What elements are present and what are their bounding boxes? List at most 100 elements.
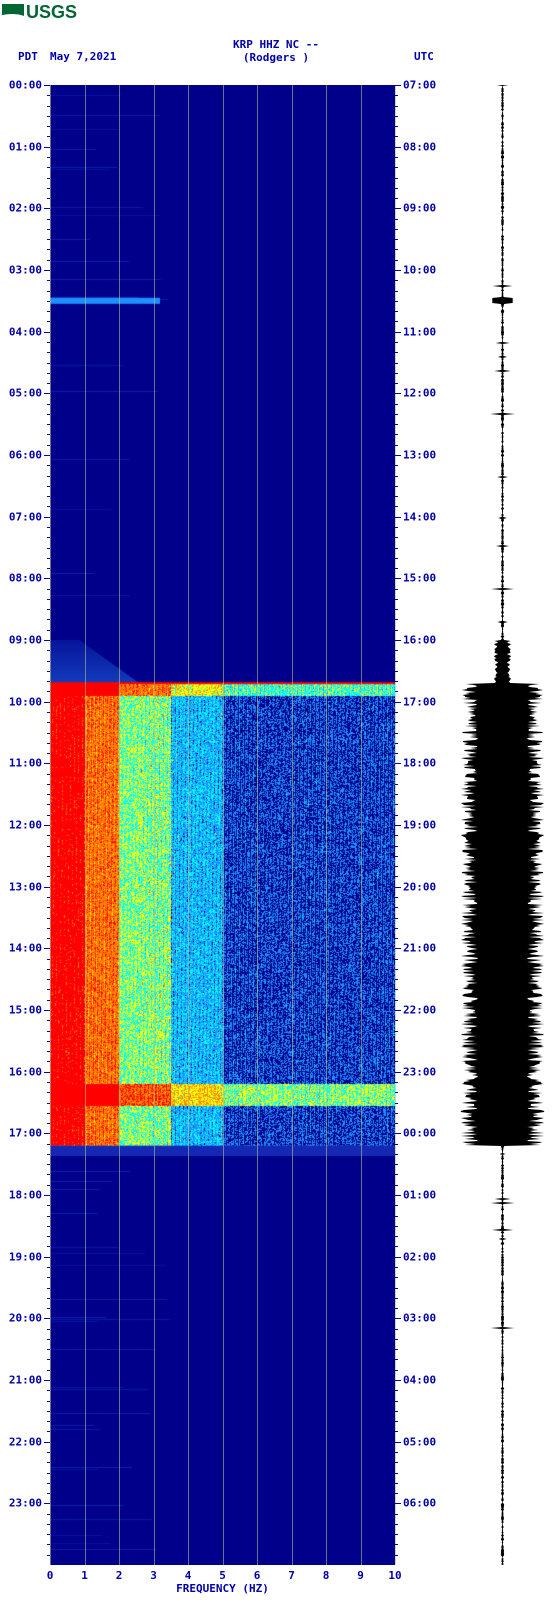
left-tick: [44, 887, 50, 888]
left-tick: [44, 825, 50, 826]
minor-tick: [395, 1277, 398, 1278]
minor-tick: [47, 1113, 50, 1114]
minor-tick: [395, 291, 398, 292]
minor-tick: [47, 260, 50, 261]
minor-tick: [395, 589, 398, 590]
x-axis-title: FREQUENCY (HZ): [50, 1582, 395, 1595]
left-tick: [44, 763, 50, 764]
minor-tick: [47, 1421, 50, 1422]
left-hour-label: 19:00: [9, 1250, 42, 1263]
seismogram-plot: [460, 85, 545, 1565]
minor-tick: [395, 239, 398, 240]
minor-tick: [395, 846, 398, 847]
minor-tick: [395, 506, 398, 507]
minor-tick: [395, 558, 398, 559]
minor-tick: [395, 188, 398, 189]
minor-tick: [395, 743, 398, 744]
minor-tick: [47, 1308, 50, 1309]
minor-tick: [47, 1339, 50, 1340]
minor-tick: [47, 404, 50, 405]
minor-tick: [47, 342, 50, 343]
minor-tick: [47, 476, 50, 477]
minor-tick: [47, 1288, 50, 1289]
left-tick: [44, 208, 50, 209]
right-hour-label: 16:00: [403, 634, 436, 647]
left-tick: [44, 1380, 50, 1381]
minor-tick: [395, 1082, 398, 1083]
right-tick: [395, 578, 401, 579]
minor-tick: [47, 1483, 50, 1484]
minor-tick: [47, 1041, 50, 1042]
right-tick: [395, 332, 401, 333]
left-hour-label: 05:00: [9, 387, 42, 400]
spectrogram-plot: 012345678910 FREQUENCY (HZ) 00:0001:0002…: [50, 85, 395, 1565]
minor-tick: [47, 126, 50, 127]
minor-tick: [395, 373, 398, 374]
minor-tick: [395, 476, 398, 477]
minor-tick: [47, 1359, 50, 1360]
minor-tick: [395, 1113, 398, 1114]
right-hour-label: 18:00: [403, 757, 436, 770]
left-tick: [44, 1072, 50, 1073]
usgs-text: USGS: [26, 2, 77, 23]
minor-tick: [47, 969, 50, 970]
minor-tick: [47, 1000, 50, 1001]
minor-tick: [395, 609, 398, 610]
minor-tick: [47, 167, 50, 168]
minor-tick: [47, 599, 50, 600]
x-tick-label: 6: [254, 1569, 261, 1582]
right-hour-label: 08:00: [403, 140, 436, 153]
minor-tick: [395, 260, 398, 261]
minor-tick: [395, 1144, 398, 1145]
left-hour-label: 00:00: [9, 79, 42, 92]
minor-tick: [395, 1267, 398, 1268]
right-tick: [395, 85, 401, 86]
minor-tick: [395, 383, 398, 384]
left-tick: [44, 1257, 50, 1258]
right-hour-label: 02:00: [403, 1250, 436, 1263]
left-hour-label: 12:00: [9, 819, 42, 832]
x-tick-label: 3: [150, 1569, 157, 1582]
left-hour-label: 11:00: [9, 757, 42, 770]
minor-tick: [395, 548, 398, 549]
minor-tick: [47, 1123, 50, 1124]
right-hour-label: 06:00: [403, 1497, 436, 1510]
left-hour-label: 15:00: [9, 1004, 42, 1017]
minor-tick: [47, 506, 50, 507]
gridline: [361, 85, 362, 1565]
minor-tick: [395, 1462, 398, 1463]
minor-tick: [47, 1401, 50, 1402]
minor-tick: [395, 126, 398, 127]
minor-tick: [47, 1431, 50, 1432]
minor-tick: [47, 311, 50, 312]
minor-tick: [395, 1524, 398, 1525]
date-label: May 7,2021: [50, 50, 116, 63]
minor-tick: [47, 835, 50, 836]
gridline: [223, 85, 224, 1565]
gridline: [188, 85, 189, 1565]
minor-tick: [395, 1349, 398, 1350]
minor-tick: [395, 1544, 398, 1545]
minor-tick: [395, 1020, 398, 1021]
minor-tick: [395, 1370, 398, 1371]
right-hour-label: 23:00: [403, 1065, 436, 1078]
minor-tick: [395, 568, 398, 569]
left-tick: [44, 1442, 50, 1443]
left-tick: [44, 517, 50, 518]
minor-tick: [47, 116, 50, 117]
minor-tick: [47, 959, 50, 960]
gridline: [85, 85, 86, 1565]
minor-tick: [47, 1103, 50, 1104]
minor-tick: [47, 1267, 50, 1268]
minor-tick: [47, 1144, 50, 1145]
minor-tick: [395, 404, 398, 405]
minor-tick: [47, 1164, 50, 1165]
minor-tick: [395, 681, 398, 682]
x-tick-label: 8: [323, 1569, 330, 1582]
minor-tick: [395, 363, 398, 364]
right-tick: [395, 1195, 401, 1196]
minor-tick: [47, 722, 50, 723]
minor-tick: [395, 835, 398, 836]
minor-tick: [47, 989, 50, 990]
minor-tick: [47, 136, 50, 137]
